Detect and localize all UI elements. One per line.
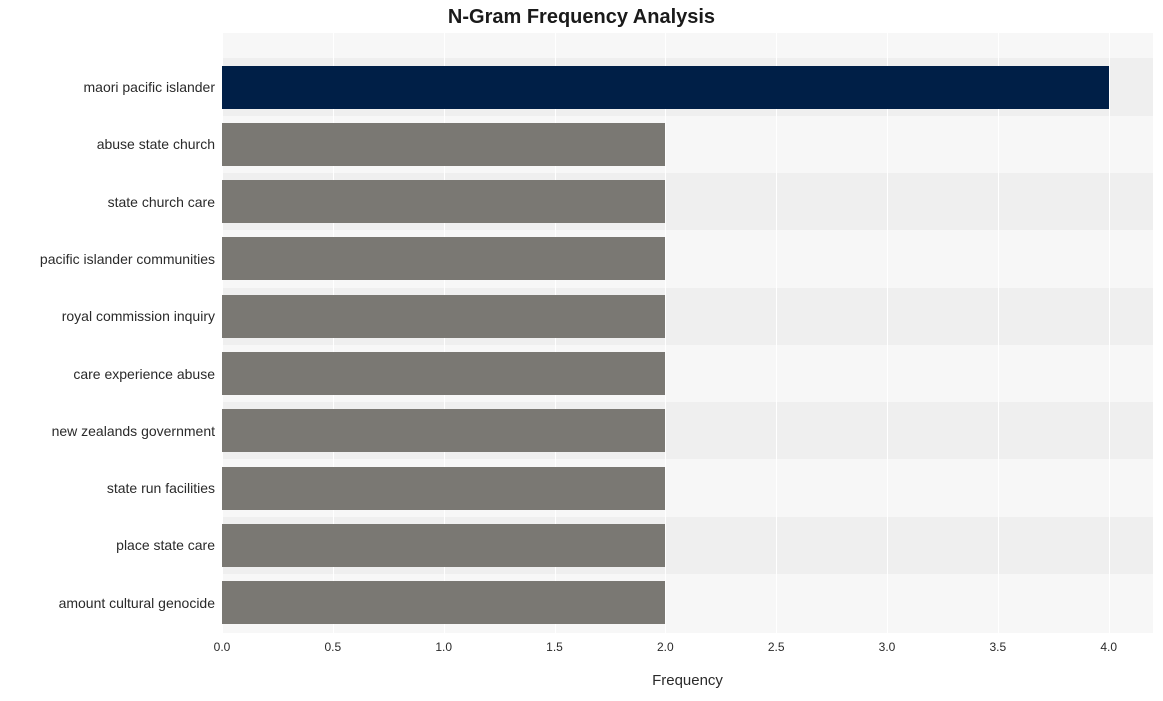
x-tick-label: 0.5 (324, 640, 341, 654)
bar (222, 66, 1109, 109)
y-tick-label: care experience abuse (5, 366, 215, 382)
y-tick-label: royal commission inquiry (5, 308, 215, 324)
y-tick-label: place state care (5, 537, 215, 553)
bar (222, 581, 665, 624)
y-tick-label: maori pacific islander (5, 79, 215, 95)
bars-layer (222, 33, 1153, 633)
y-tick-label: pacific islander communities (5, 251, 215, 267)
bar (222, 524, 665, 567)
bar (222, 180, 665, 223)
bar (222, 123, 665, 166)
y-tick-label: state church care (5, 194, 215, 210)
x-tick-label: 1.5 (546, 640, 563, 654)
x-tick-label: 2.0 (657, 640, 674, 654)
bar (222, 237, 665, 280)
chart-title: N-Gram Frequency Analysis (0, 6, 1163, 29)
x-axis-label: Frequency (222, 672, 1153, 689)
bar (222, 295, 665, 338)
x-tick-label: 0.0 (214, 640, 231, 654)
y-tick-label: new zealands government (5, 423, 215, 439)
y-tick-label: abuse state church (5, 136, 215, 152)
y-tick-label: state run facilities (5, 480, 215, 496)
plot-area (222, 33, 1153, 633)
ngram-chart: N-Gram Frequency Analysis maori pacific … (0, 0, 1163, 701)
bar (222, 409, 665, 452)
x-tick-label: 3.5 (989, 640, 1006, 654)
y-tick-label: amount cultural genocide (5, 595, 215, 611)
x-tick-label: 2.5 (768, 640, 785, 654)
x-tick-label: 4.0 (1100, 640, 1117, 654)
bar (222, 352, 665, 395)
bar (222, 467, 665, 510)
x-tick-label: 3.0 (879, 640, 896, 654)
x-tick-label: 1.0 (435, 640, 452, 654)
